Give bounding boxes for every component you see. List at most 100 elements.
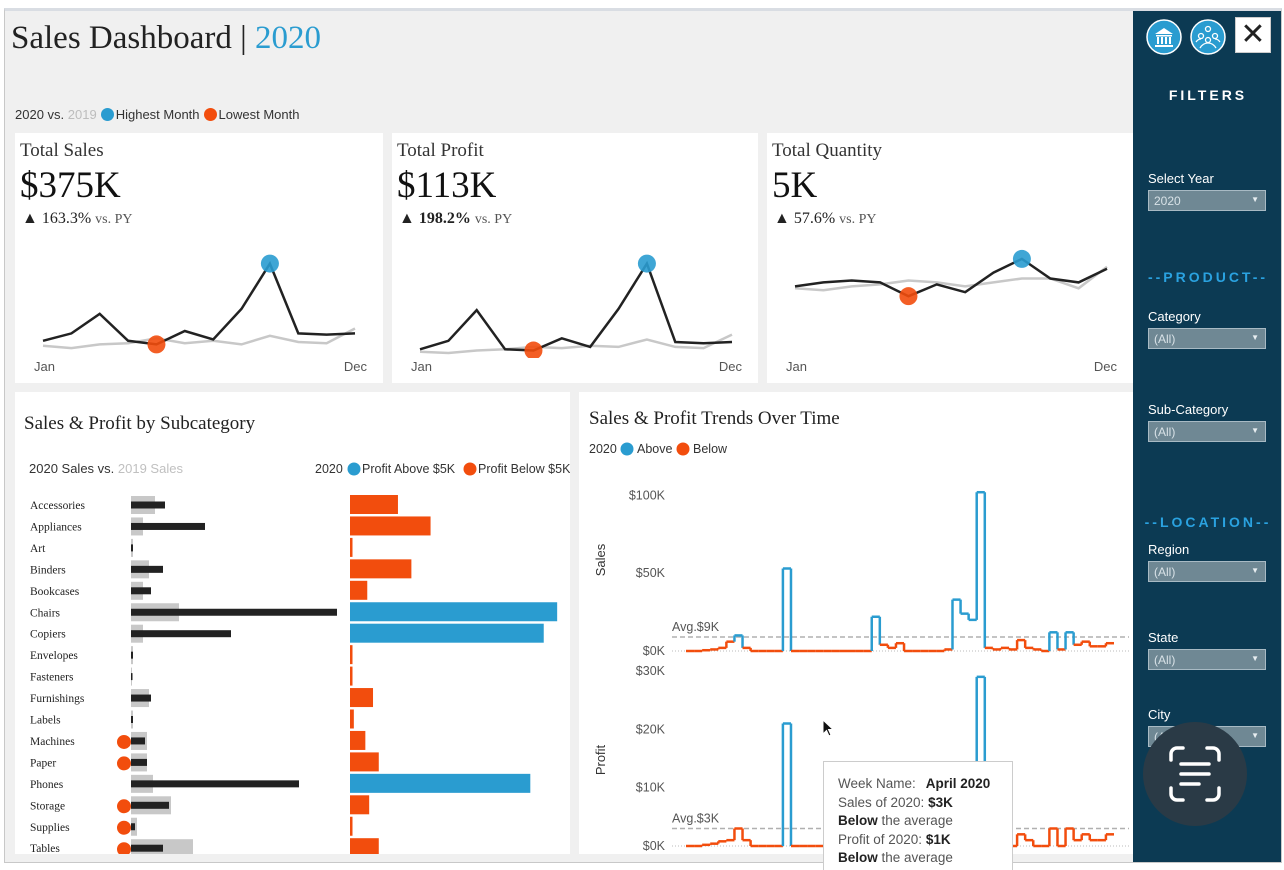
profit-axis-label: Profit [593,744,608,775]
profit-bar [350,580,368,600]
current-sales-bar [131,630,231,638]
lowest-marker [117,734,131,749]
profit-bar [350,773,531,793]
region-filter-label: Region [1148,542,1190,557]
prior-year-line [419,333,733,355]
kpi-value: 5K [772,165,818,206]
legend-year: 2020 [589,442,617,456]
profit-bar [350,730,366,750]
category-label: Bookcases [30,586,80,598]
current-sales-bar [131,651,133,659]
category-label: Paper [30,757,56,769]
chart-title: Sales & Profit by Subcategory [24,413,256,434]
current-sales-bar [131,608,337,616]
legend-prefix: 2020 vs. [15,107,65,122]
spark-start-label: Jan [411,359,432,374]
product-section-header: --PRODUCT-- [1147,269,1269,285]
current-sales-bar [131,694,151,702]
kpi-change: ▲ 198.2% vs. PY [399,210,512,228]
legend-below-dot-icon [676,442,690,456]
tooltip-week-label: Week Name: [838,776,916,791]
current-sales-bar [131,501,165,509]
category-label: Supplies [30,822,70,834]
current-sales-bar [131,716,133,723]
highest-month-marker [637,254,656,273]
subcategory-filter-label: Sub-Category [1148,402,1229,417]
sales-axis-label: Sales [593,543,608,576]
kpi-card-sales: Total Sales $375K ▲ 163.3% vs. PY Jan De… [15,133,383,383]
profit-bar [350,645,353,665]
dashboard-title: Sales Dashboard | 2020 [11,20,321,57]
category-label: Labels [30,715,61,727]
bank-icon[interactable] [1146,19,1182,55]
category-label: Fasteners [30,672,74,684]
subcategory-select[interactable]: (All) ▼ [1148,421,1266,442]
profit-bar [350,537,353,557]
profit-bar [350,838,379,858]
kpi-change-value: ▲ 163.3% [22,210,92,227]
scan-text-button[interactable] [1143,722,1247,826]
current-year-line [419,260,733,352]
tooltip-profit-note: the average [881,850,953,865]
current-sales-bar [131,565,163,573]
lowest-month-marker [899,287,918,306]
kpi-vs: vs. PY [95,212,133,227]
current-sales-bar [131,737,145,745]
current-sales-bar [131,780,299,788]
prior-year-line [794,265,1108,292]
category-label: Accessories [30,500,85,512]
legend-below-label: Profit Below $5K [478,462,570,476]
state-filter-label: State [1148,630,1179,645]
kpi-change-value: ▲ 57.6% [774,210,836,227]
profit-bar [350,623,544,643]
mouse-cursor-icon [822,719,835,737]
profit-bar [350,816,353,836]
chevron-down-icon: ▼ [1251,566,1259,575]
category-select[interactable]: (All) ▼ [1148,328,1266,349]
profit-tick-label: $30K [636,664,666,678]
category-select-value: (All) [1154,332,1176,346]
tooltip-sales-note-bold: Below [838,813,878,828]
legend-above-dot-icon [347,462,361,476]
quantity-sparkline [794,249,1108,306]
profit-sparkline [419,254,733,358]
year-select[interactable]: 2020 ▼ [1148,190,1266,211]
legend-prior-year: 2019 [67,107,97,122]
kpi-title: Total Quantity [772,140,883,161]
current-sales-bar [131,823,135,831]
lowest-marker [117,799,131,814]
highest-month-marker [260,254,279,273]
profit-bar [350,602,558,622]
legend-sales: 2020 Sales vs. 2019 Sales [29,461,183,476]
category-label: Art [30,543,46,555]
spark-end-label: Dec [343,359,367,374]
category-label: Envelopes [30,650,78,662]
profit-bar [350,752,379,772]
dashboard-frame: Sales Dashboard | 2020 2020 vs. 2019 High… [4,8,1282,863]
sales-sparkline [42,254,356,354]
category-label: Appliances [30,521,82,533]
lowest-month-marker [147,335,166,354]
legend-above-label: Above [637,442,672,456]
subcategory-select-value: (All) [1154,425,1176,439]
kpi-change-value: ▲ 198.2% [399,210,471,227]
profit-bar [350,559,412,579]
kpi-value: $375K [20,165,121,206]
highest-dot-icon [100,108,114,121]
year-filter-label: Select Year [1148,171,1214,186]
region-select[interactable]: (All) ▼ [1148,561,1266,582]
people-icon[interactable] [1190,19,1226,55]
profit-bar [350,688,374,708]
state-select-value: (All) [1154,653,1176,667]
kpi-card-profit: Total Profit $113K ▲ 198.2% vs. PY Jan D… [392,133,758,383]
lowest-month-marker [524,341,543,358]
close-icon[interactable]: ✕ [1235,17,1271,53]
state-select[interactable]: (All) ▼ [1148,649,1266,670]
kpi-change: ▲ 163.3% vs. PY [22,210,133,228]
chevron-down-icon: ▼ [1251,731,1259,740]
sales-tick-label: $0K [643,644,666,658]
title-year: 2020 [254,20,321,56]
category-label: Machines [30,736,75,748]
prior-year-line [42,327,356,350]
category-label: Storage [30,800,65,812]
